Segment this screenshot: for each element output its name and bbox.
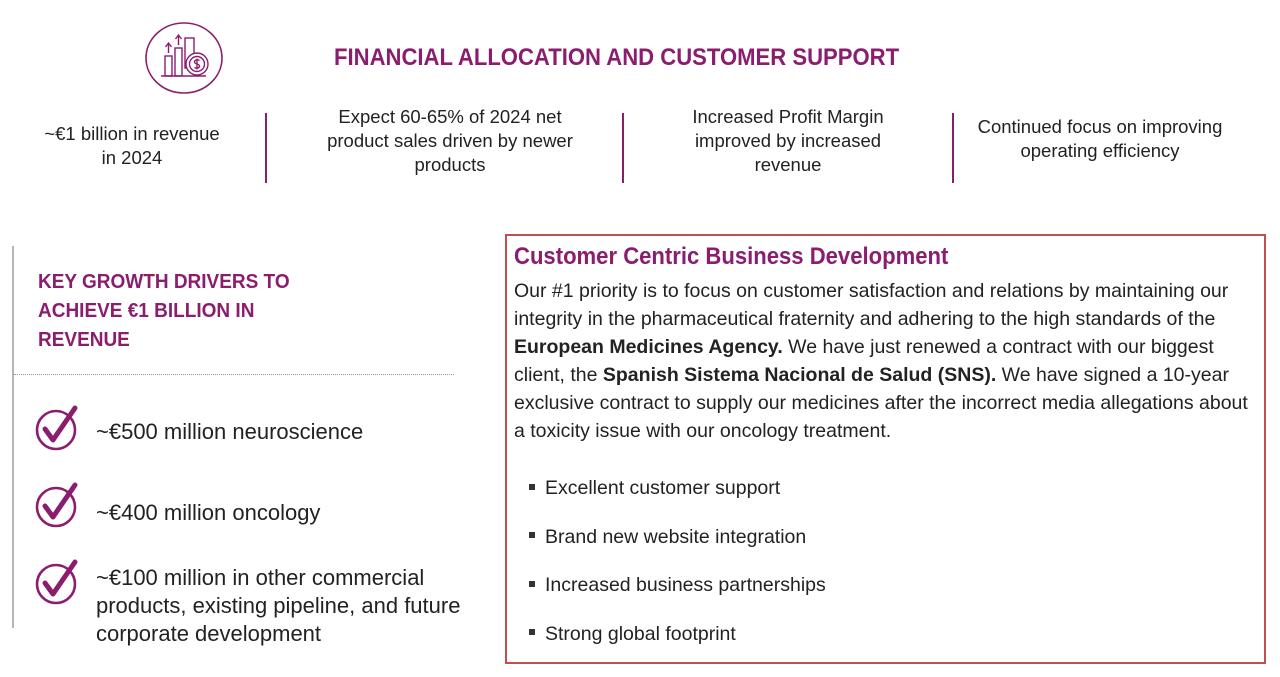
page-title: FINANCIAL ALLOCATION AND CUSTOMER SUPPOR… — [334, 44, 900, 71]
divider — [952, 113, 954, 183]
list-item-label: Increased business partnerships — [545, 574, 826, 596]
panel-border — [12, 246, 14, 628]
divider — [622, 113, 624, 183]
checkmark-circle-icon — [35, 405, 78, 451]
list-item: Brand new website integration — [529, 525, 826, 574]
dotted-divider — [14, 374, 454, 375]
description-text: We have just renewed a contract with our… — [514, 336, 1214, 386]
list-item: Strong global footprint — [529, 622, 826, 671]
bullet-square-icon — [529, 483, 535, 490]
list-item-label: Excellent customer support — [545, 477, 781, 499]
description-text: Our #1 priority is to focus on customer … — [514, 280, 1229, 330]
finance-chart-coin-icon — [145, 22, 223, 94]
growth-driver-item: ~€400 million oncology — [96, 500, 321, 525]
description-text: We have signed a 10-year exclusive contr… — [514, 364, 1248, 442]
client-name: Spanish Sistema Nacional de Salud (SNS). — [602, 364, 997, 386]
list-item: Excellent customer support — [529, 476, 826, 525]
list-item: Increased business partnerships — [529, 573, 826, 622]
bullet-square-icon — [529, 629, 535, 636]
growth-drivers-title: KEY GROWTH DRIVERS TO ACHIEVE €1 BILLION… — [38, 271, 290, 351]
business-description: Our #1 priority is to focus on customer … — [514, 277, 1262, 445]
agency-name: European Medicines Agency. — [514, 336, 783, 358]
list-item-label: Brand new website integration — [545, 525, 807, 548]
stat-revenue: ~€1 billion in revenue in 2024 — [44, 123, 220, 168]
stat-net-product-sales: Expect 60-65% of 2024 net product sales … — [327, 106, 573, 175]
checkmark-circle-icon — [35, 559, 78, 605]
business-development-title: Customer Centric Business Development — [514, 243, 949, 270]
feature-list: Excellent customer support Brand new web… — [529, 476, 826, 670]
bullet-square-icon — [529, 580, 535, 587]
growth-driver-item: ~€500 million neuroscience — [96, 419, 364, 444]
bullet-square-icon — [529, 532, 535, 539]
list-item-label: Strong global footprint — [545, 622, 736, 645]
stat-operating-efficiency: Continued focus on improving operating e… — [977, 116, 1223, 161]
stat-profit-margin: Increased Profit Margin improved by incr… — [692, 106, 884, 175]
divider — [265, 113, 267, 183]
checkmark-circle-icon — [35, 482, 78, 528]
growth-driver-item: ~€100 million in other commercial produc… — [96, 565, 461, 646]
business-development-box: Customer Centric Business Development Ou… — [505, 234, 1266, 664]
